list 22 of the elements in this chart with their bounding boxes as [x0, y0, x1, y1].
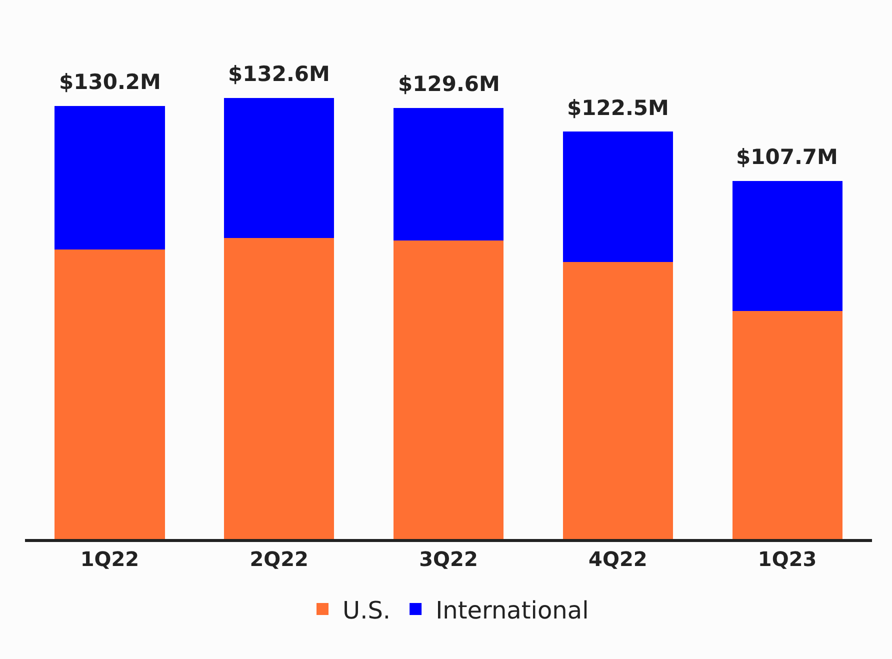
bar — [224, 98, 334, 238]
x-tick-label: 4Q22 — [588, 547, 648, 571]
bar — [732, 311, 842, 539]
bar — [562, 262, 673, 539]
bar — [224, 238, 334, 539]
annotation: $129.6M — [398, 72, 500, 96]
annotation: $130.2M — [59, 70, 161, 94]
bar — [393, 240, 504, 539]
x-tick-label: 2Q22 — [250, 547, 308, 571]
legend-label: International — [436, 596, 589, 624]
bar — [732, 180, 842, 311]
annotation: $122.5M — [567, 96, 669, 120]
x-tick-label: 1Q23 — [758, 547, 817, 571]
annotation: $132.6M — [228, 62, 330, 86]
bar — [562, 132, 673, 262]
x-tick-label: 3Q22 — [419, 547, 478, 571]
bar — [393, 108, 504, 240]
annotation: $107.7M — [736, 145, 838, 169]
bar — [54, 250, 165, 539]
x-tick-label: 1Q22 — [80, 547, 140, 571]
bar — [54, 106, 165, 250]
legend-label: U.S. — [342, 596, 391, 624]
